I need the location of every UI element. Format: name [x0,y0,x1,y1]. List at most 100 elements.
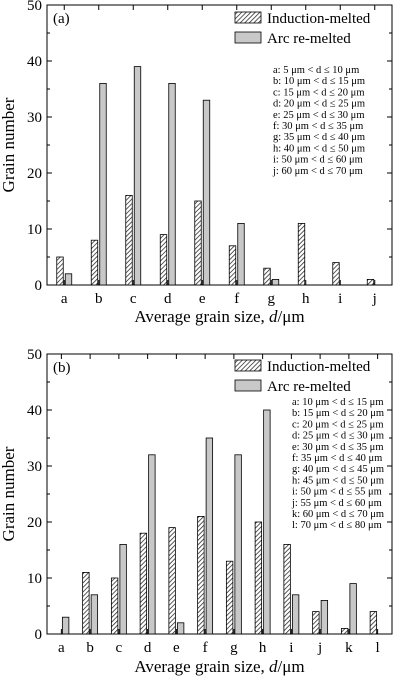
chart-panel-a: 0 10 20 30 40 50 a b c d e f g h i j (a) Induction-melted… [0,0,393,326]
x-tick-label: c [116,640,123,656]
arc-bar-g [234,454,242,635]
arc-bar-d [148,454,156,635]
size-range-key: j: 55 μm < d ≤ 60 μm [291,498,382,509]
size-range-key: c: 15 μm < d ≤ 20 μm [273,87,364,98]
y-tick-label: 0 [35,278,43,294]
size-range-key: b: 15 μm < d ≤ 20 μm [292,408,384,419]
y-tick-label: 0 [35,627,43,643]
x-tick-label: b [95,291,103,307]
x-tick-label: f [203,640,208,656]
induction-bar-d [139,532,148,635]
x-tick-label: d [144,640,152,656]
induction-bar-h [254,521,263,635]
size-range-key: b: 10 μm < d ≤ 15 μm [273,76,365,87]
arc-bar-b [99,83,107,286]
arc-bar-k [349,583,357,635]
induction-bar-l [369,611,378,635]
x-tick-label: g [230,640,238,656]
size-range-key: l: 70 μm < d ≤ 80 μm [292,520,382,531]
induction-bar-d [159,234,168,286]
induction-bar-e [168,527,176,635]
x-axis-title-var: d [269,307,278,326]
y-tick-label: 30 [27,459,42,475]
size-range-key: j: 60 μm < d ≤ 70 μm [272,166,363,177]
y-tick-label: 20 [27,166,42,182]
x-tick-label: j [317,640,322,656]
legend-label: Induction-melted [267,359,371,375]
y-tick-label: 10 [27,222,42,238]
induction-bar-f [228,245,237,286]
x-axis-title-suffix: /μm [278,307,305,326]
size-range-key: f: 35 μm < d ≤ 40 μm [292,453,382,464]
arc-bar-j [320,600,329,635]
x-tick-label: h [302,291,310,307]
x-axis-title: Average grain size, d/μm [134,307,304,326]
induction-bar-g [225,560,234,635]
induction-bar-j [366,278,375,286]
x-tick-label: d [164,291,172,307]
y-axis-title: Grain number [0,446,18,541]
induction-bar-c [125,194,133,286]
arc-bar-d [168,83,176,286]
chart-panel-b: 0 10 20 30 40 50 a b c d e f g h i j k l (b) Induction-melt… [0,347,393,676]
induction-bar-b [82,572,90,635]
induction-bar-j [312,611,320,635]
induction-bar-e [194,200,202,286]
size-range-key: i: 50 μm < d ≤ 55 μm [292,487,382,498]
induction-bar-h [297,222,306,286]
size-range-key: e: 30 μm < d ≤ 35 μm [292,442,383,453]
size-range-key: i: 50 μm < d ≤ 60 μm [273,155,363,166]
panel-label: (b) [53,360,71,376]
size-range-key: a: 5 μm < d ≤ 10 μm [273,65,359,76]
arc-bar-g [271,278,280,286]
arc-bar-a [64,273,73,286]
arc-bar-c [133,66,142,286]
y-tick-label: 20 [27,515,42,531]
induction-bar-c [110,577,119,635]
x-axis-title-prefix: Average grain size, [134,307,269,326]
induction-bar-i [283,544,291,635]
arc-bar-a [61,616,70,635]
size-range-key: d: 20 μm < d ≤ 25 μm [273,99,365,110]
x-axis-title-var: d [269,657,278,676]
x-tick-label: g [268,291,276,307]
induction-bar-i [332,262,340,286]
y-tick-label: 50 [27,0,42,14]
induction-bar-f [197,516,205,635]
induction-bar-g [263,267,271,286]
x-tick-label: a [58,640,65,656]
x-tick-label: f [234,291,239,307]
legend-label: Induction-melted [267,11,371,27]
x-tick-label: c [130,291,137,307]
arc-bar-b [90,594,99,635]
size-range-key: f: 30 μm < d ≤ 35 μm [273,121,363,132]
size-range-key: d: 25 μm < d ≤ 30 μm [292,431,384,442]
x-axis-title-prefix: Average grain size, [134,657,269,676]
x-axis-title-suffix: /μm [278,657,305,676]
x-tick-label: a [61,291,68,307]
size-range-key: h: 45 μm < d ≤ 50 μm [292,475,384,486]
arc-bar-c [119,544,127,635]
arc-bar-f [237,222,245,286]
legend-swatch-induction [234,359,262,372]
induction-bar-a [56,256,64,286]
x-tick-label: e [199,291,206,307]
y-tick-label: 10 [27,571,42,587]
size-range-key: g: 40 μm < d ≤ 45 μm [292,464,384,475]
x-tick-label: b [86,640,94,656]
x-tick-label: h [259,640,267,656]
x-tick-label: i [289,640,293,656]
y-axis-title: Grain number [0,97,18,192]
size-range-key: h: 40 μm < d ≤ 50 μm [273,143,365,154]
size-range-key: k: 60 μm < d ≤ 70 μm [292,509,384,520]
legend-swatch-arc [234,379,262,392]
size-range-key: e: 25 μm < d ≤ 30 μm [273,110,364,121]
arc-bar-h [263,409,271,635]
x-tick-label: k [345,640,353,656]
legend-label: Arc re-melted [267,379,351,395]
y-tick-label: 50 [27,347,42,363]
arc-bar-f [205,437,214,635]
legend-swatch-induction [234,11,262,24]
x-tick-label: j [372,291,377,307]
